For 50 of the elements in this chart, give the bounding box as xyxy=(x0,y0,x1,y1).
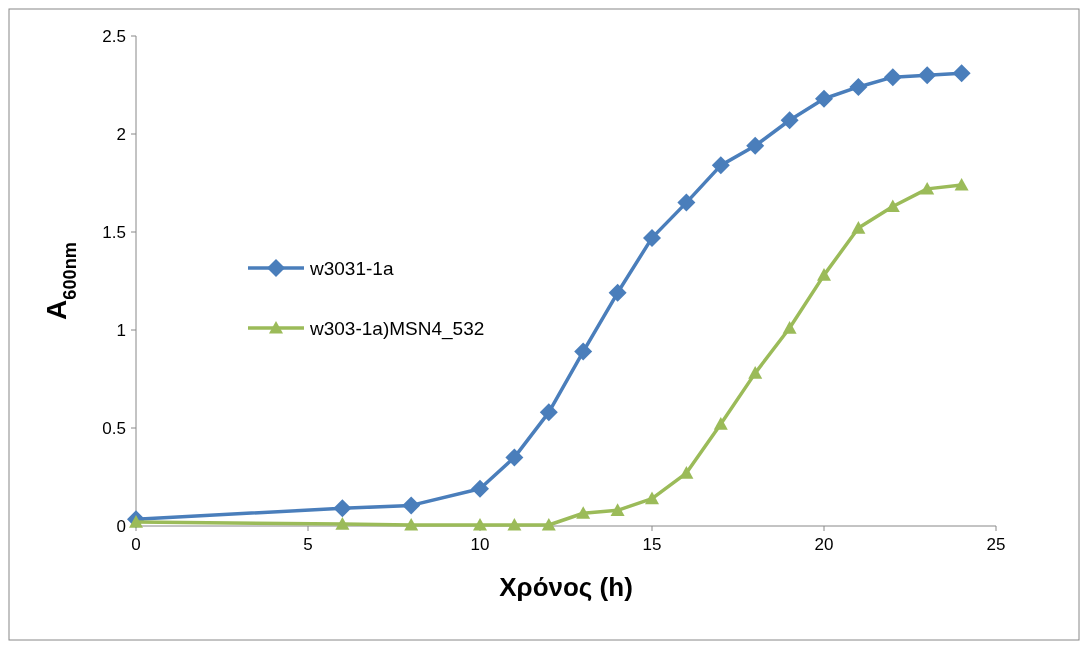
x-tick-label: 20 xyxy=(814,535,834,554)
point xyxy=(954,177,969,191)
point xyxy=(333,499,352,518)
point xyxy=(849,77,868,96)
point xyxy=(677,193,696,212)
point xyxy=(851,221,866,234)
point xyxy=(129,515,143,528)
point xyxy=(748,366,763,379)
x-axis-title: Χρόνος (h) xyxy=(499,572,633,602)
point xyxy=(335,517,350,530)
point xyxy=(885,199,900,213)
point xyxy=(610,503,625,516)
point xyxy=(713,417,728,430)
x-tick-label: 5 xyxy=(303,535,313,554)
point xyxy=(473,518,487,531)
y-tick-label: 2.5 xyxy=(102,26,126,46)
point xyxy=(817,268,831,281)
y-tick-label: 1 xyxy=(116,320,126,340)
y-tick-label: 1.5 xyxy=(102,222,126,242)
point xyxy=(608,283,627,302)
point xyxy=(918,66,937,85)
point xyxy=(574,342,593,361)
point xyxy=(402,496,421,515)
x-tick-label: 10 xyxy=(470,535,490,554)
y-tick-label: 0 xyxy=(116,516,126,536)
point xyxy=(404,518,419,531)
point xyxy=(711,156,730,175)
point xyxy=(645,491,659,505)
point xyxy=(679,466,694,479)
point xyxy=(576,506,591,519)
x-tick-label: 0 xyxy=(131,535,141,554)
point xyxy=(780,111,799,130)
point xyxy=(507,518,522,531)
point xyxy=(920,181,935,195)
point xyxy=(815,89,833,108)
point xyxy=(539,403,558,422)
y-tick-label: 0.5 xyxy=(102,418,126,438)
point xyxy=(883,68,902,87)
point xyxy=(471,479,489,498)
point xyxy=(505,448,524,467)
point xyxy=(952,64,971,83)
legend-label: w3031-1a xyxy=(309,257,394,279)
x-tick-label: 15 xyxy=(642,535,662,554)
point xyxy=(746,136,765,155)
legend-label: w303-1a)MSN4_532 xyxy=(309,317,485,340)
point xyxy=(541,518,556,531)
y-tick-label: 2 xyxy=(116,124,126,144)
point xyxy=(643,228,661,247)
x-tick-label: 25 xyxy=(986,535,1006,554)
point xyxy=(782,321,797,334)
